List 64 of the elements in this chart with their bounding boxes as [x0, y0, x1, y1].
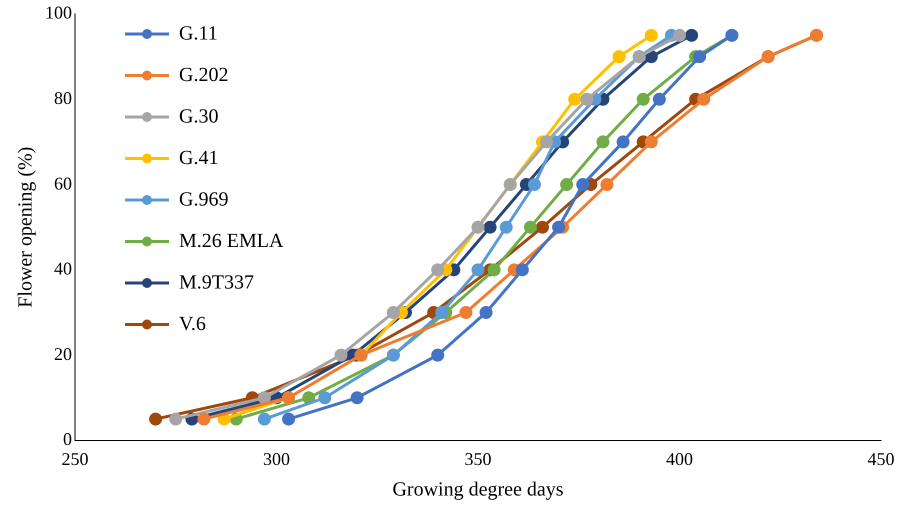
point — [350, 391, 364, 404]
point — [480, 306, 493, 319]
point — [600, 178, 614, 192]
point — [528, 178, 541, 192]
point — [596, 135, 610, 148]
point — [636, 92, 650, 106]
x-axis-title: Growing degree days — [392, 478, 564, 500]
point — [302, 391, 316, 404]
point — [516, 263, 529, 276]
point — [576, 178, 590, 192]
point — [652, 92, 666, 106]
point — [386, 306, 400, 319]
legend-label: M.26 EMLA — [179, 230, 284, 252]
point — [282, 412, 296, 426]
y-tick-label: 40 — [54, 258, 72, 279]
legend-label: G.11 — [179, 22, 218, 44]
y-tick-label: 0 — [63, 429, 72, 450]
point — [644, 50, 658, 64]
y-tick-label: 100 — [45, 2, 72, 23]
point — [258, 412, 271, 426]
point — [673, 28, 686, 42]
point — [612, 50, 626, 64]
point — [693, 50, 706, 64]
y-tick-label: 60 — [54, 173, 72, 194]
x-tick-label: 300 — [263, 448, 290, 469]
point — [540, 135, 554, 148]
point — [258, 391, 271, 404]
point — [431, 348, 444, 362]
legend-label: M.9T337 — [179, 271, 254, 294]
point — [484, 220, 497, 234]
x-tick-label: 400 — [666, 448, 693, 469]
legend-label: G.30 — [179, 105, 218, 128]
point — [459, 306, 472, 319]
point — [500, 220, 513, 234]
x-tick-label: 450 — [868, 448, 894, 469]
legend-label: G.202 — [179, 64, 228, 86]
point — [488, 263, 501, 276]
point — [685, 28, 698, 42]
point — [149, 412, 162, 426]
point — [552, 220, 566, 234]
point — [644, 28, 658, 42]
point — [435, 306, 448, 319]
x-tick-label: 250 — [62, 448, 88, 469]
point — [560, 178, 574, 192]
point — [197, 412, 210, 426]
y-tick-label: 20 — [54, 344, 72, 364]
point — [568, 92, 582, 106]
point — [524, 220, 537, 234]
legend-label: V.6 — [179, 312, 206, 335]
point — [616, 135, 630, 148]
point — [318, 391, 332, 404]
point — [536, 220, 549, 234]
point — [580, 92, 594, 106]
point — [431, 263, 444, 276]
y-axis-title: Flower opening (%) — [14, 146, 36, 308]
y-tick-label: 80 — [54, 88, 72, 108]
point — [169, 412, 182, 426]
point — [334, 348, 348, 362]
point — [697, 92, 710, 106]
point — [472, 263, 484, 276]
point — [644, 135, 658, 148]
legend-label: G.969 — [179, 188, 228, 210]
x-tick-label: 350 — [464, 448, 492, 469]
legend-label: G.41 — [179, 146, 218, 169]
